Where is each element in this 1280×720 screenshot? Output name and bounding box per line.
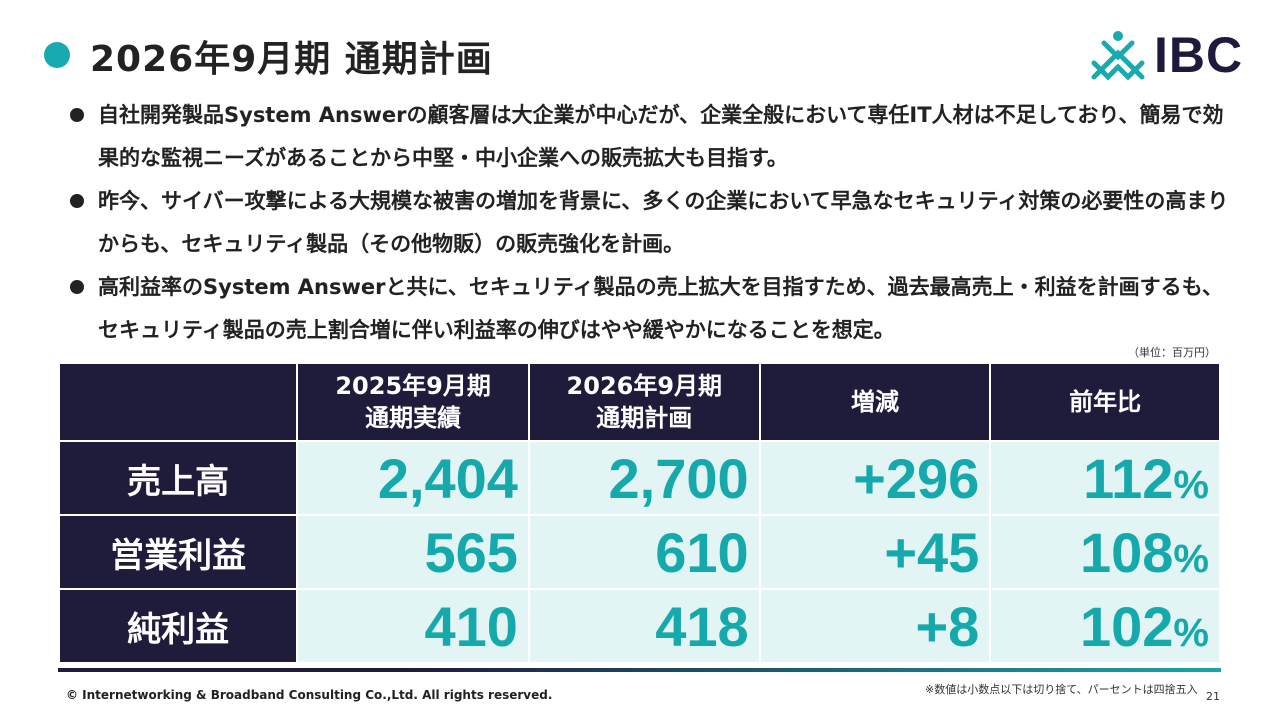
ibc-logo: IBC (1090, 26, 1243, 84)
ibc-figure-icon (1091, 31, 1145, 81)
bullet-item: 高利益率のSystem Answerと共に、セキュリティ製品の売上拡大を目指すた… (68, 266, 1238, 352)
cell-plan: 2,700 (527, 440, 761, 516)
bullet-list: 自社開発製品System Answerの顧客層は大企業が中心だが、企業全般におい… (68, 94, 1238, 352)
header-fy2025-actual: 2025年9月期 通期実績 (296, 362, 530, 442)
cell-ratio: 108% (989, 514, 1221, 590)
cell-ratio: 112% (989, 440, 1221, 516)
header-line: 通期実績 (365, 404, 462, 432)
cell-plan: 610 (527, 514, 761, 590)
copyright: © Internetworking & Broadband Consulting… (66, 688, 553, 702)
header-yoy: 前年比 (989, 362, 1221, 442)
header-line: 2026年9月期 (566, 372, 723, 400)
row-label: 純利益 (57, 588, 299, 664)
plan-table: 2025年9月期 通期実績 2026年9月期 通期計画 増減 前年比 売上高 2,4… (57, 362, 1221, 664)
unit-label: （単位：百万円） (1128, 346, 1216, 359)
cell-actual: 410 (296, 588, 530, 664)
cell-change: +45 (758, 514, 992, 590)
header-change: 増減 (758, 362, 992, 442)
header-empty (57, 362, 299, 442)
bullet-item: 昨今、サイバー攻撃による大規模な被害の増加を背景に、多くの企業において早急なセキ… (68, 180, 1238, 266)
footer-divider (58, 668, 1221, 672)
page-title: 2026年9月期 通期計画 (90, 39, 493, 80)
title-bullet-icon (44, 42, 70, 68)
ratio-value: 112 (1083, 446, 1174, 510)
ratio-value: 102 (1079, 594, 1174, 658)
bullet-item: 自社開発製品System Answerの顧客層は大企業が中心だが、企業全般におい… (68, 94, 1238, 180)
cell-change: +296 (758, 440, 992, 516)
table-row: 営業利益 565 610 +45 108% (57, 514, 1221, 590)
cell-ratio: 102% (989, 588, 1221, 664)
header-line: 2025年9月期 (335, 372, 491, 400)
percent-sign: % (1173, 462, 1209, 507)
table-row: 純利益 410 418 +8 102% (57, 588, 1221, 664)
cell-actual: 565 (296, 514, 530, 590)
logo-text: IBC (1154, 27, 1244, 83)
cell-plan: 418 (527, 588, 761, 664)
row-label: 営業利益 (57, 514, 299, 590)
header-line: 通期計画 (596, 404, 693, 432)
table-row: 売上高 2,404 2,700 +296 112% (57, 440, 1221, 516)
table-header-row: 2025年9月期 通期実績 2026年9月期 通期計画 増減 前年比 (57, 362, 1221, 442)
cell-change: +8 (758, 588, 992, 664)
percent-sign: % (1173, 610, 1209, 655)
rounding-note: ※数値は小数点以下は切り捨て、パーセントは四捨五入 (925, 683, 1198, 696)
cell-actual: 2,404 (296, 440, 530, 516)
header-fy2026-plan: 2026年9月期 通期計画 (527, 362, 761, 442)
ratio-value: 108 (1079, 520, 1174, 584)
page-number: 21 (1206, 690, 1220, 703)
row-label: 売上高 (57, 440, 299, 516)
percent-sign: % (1173, 536, 1209, 581)
